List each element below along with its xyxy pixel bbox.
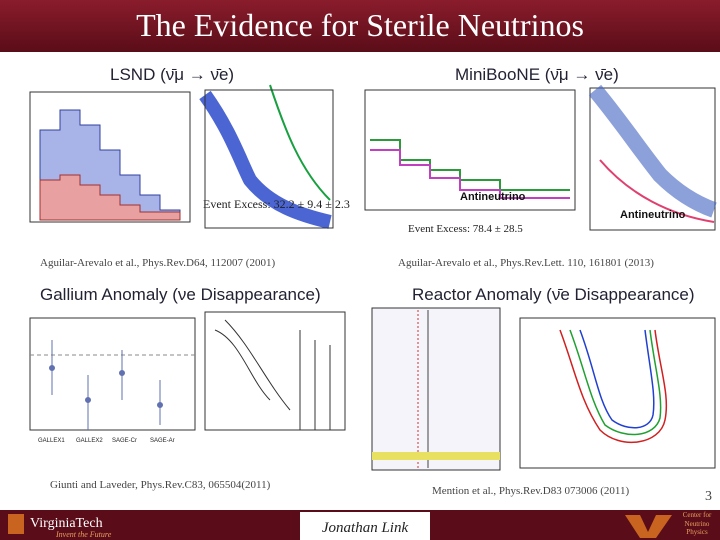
plot-label: GALLEX1 [38, 438, 65, 444]
band [372, 452, 500, 460]
plot-label: GALLEX2 [76, 438, 103, 444]
contour [569, 329, 662, 436]
contour [588, 84, 717, 218]
citation: Giunti and Laveder, Phys.Rev.C83, 065504… [50, 479, 271, 491]
citation: Mention et al., Phys.Rev.D83 073006 (201… [432, 485, 630, 497]
event-excess: Event Excess: 78.4 ± 28.5 [408, 223, 523, 235]
panel-heading: Gallium Anomaly (νe Disappearance) [40, 285, 321, 304]
points [49, 340, 163, 430]
plot-label: Antineutrino [620, 209, 686, 221]
page-number: 3 [705, 489, 712, 504]
plot-label: SAGE-Cr [112, 438, 137, 444]
plot-frame [371, 307, 501, 471]
footer-author: Jonathan Link [322, 520, 409, 536]
curve [370, 149, 570, 199]
contour [599, 159, 715, 223]
reactor-plots [371, 307, 716, 471]
citation: Aguilar-Arevalo et al., Phys.Rev.D64, 11… [40, 257, 275, 269]
panel-heading: Reactor Anomaly (ν̄e Disappearance) [412, 285, 695, 304]
contour [214, 319, 331, 430]
vt-mark [625, 515, 672, 538]
miniboone-plots [364, 84, 717, 231]
center-wrap: Center for Neutrino Physics [682, 511, 712, 536]
event-excess: Event Excess: 32.2 ± 9.4 ± 2.3 [203, 197, 350, 211]
histogram [39, 174, 181, 221]
contour [579, 329, 655, 429]
footer-logo: VirginiaTech [30, 516, 103, 531]
panel-heading: MiniBooNE (ν̄μ → ν̄e) [455, 65, 619, 84]
plot-frame [519, 317, 716, 469]
plot-frame [29, 317, 196, 431]
gallium-plots [29, 311, 346, 431]
lsnd-plots [29, 84, 334, 229]
title-bar [0, 0, 720, 52]
footer-center: Center for Neutrino Physics [682, 511, 712, 536]
plot-frame [204, 311, 346, 431]
author-box [300, 512, 430, 540]
contour [269, 84, 331, 201]
panel-heading: LSND (ν̄μ → ν̄e) [110, 65, 234, 84]
plot-label: Antineutrino [460, 191, 526, 203]
plot-frame [204, 89, 334, 229]
logo-shield [8, 514, 24, 534]
slide-title: The Evidence for Sterile Neutrinos [136, 7, 584, 43]
footer-tagline: Invent the Future [55, 530, 112, 539]
contour [199, 90, 332, 229]
citation: Aguilar-Arevalo et al., Phys.Rev.Lett. 1… [398, 257, 654, 269]
contour [559, 329, 668, 444]
plot-label: SAGE-Ar [150, 438, 175, 444]
